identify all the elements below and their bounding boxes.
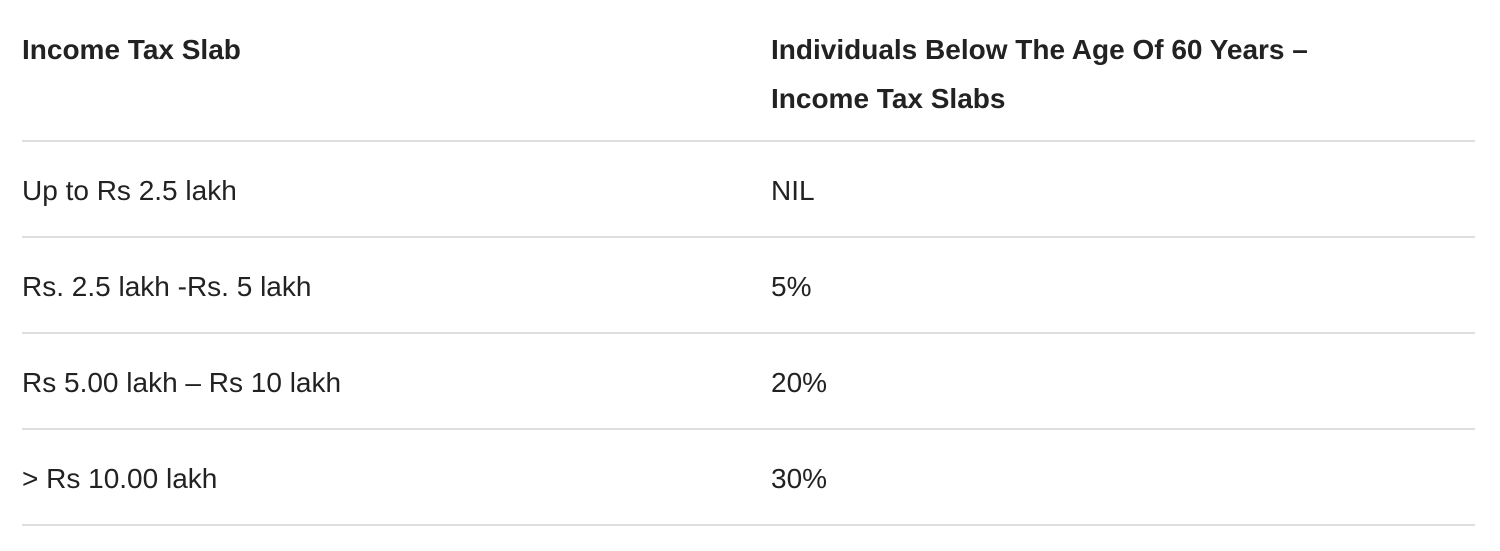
table-cell: > Rs 10.00 lakh [22, 463, 218, 494]
table-cell: Rs 5.00 lakh – Rs 10 lakh [22, 367, 342, 398]
table-cell: 30% [771, 463, 828, 494]
header-cell: Income Tax Slab [22, 34, 241, 65]
table-cell: Rs. 2.5 lakh -Rs. 5 lakh [22, 271, 312, 302]
row-divider [22, 332, 1475, 334]
header-cell: Individuals Below The Age Of 60 Years – … [771, 34, 1308, 114]
row-divider [22, 140, 1475, 142]
table-cell: 5% [771, 271, 812, 302]
table-cell: NIL [771, 175, 815, 206]
table-cell: 20% [771, 367, 828, 398]
row-divider [22, 524, 1475, 526]
row-divider [22, 428, 1475, 430]
table-cell: Up to Rs 2.5 lakh [22, 175, 237, 206]
row-divider [22, 236, 1475, 238]
